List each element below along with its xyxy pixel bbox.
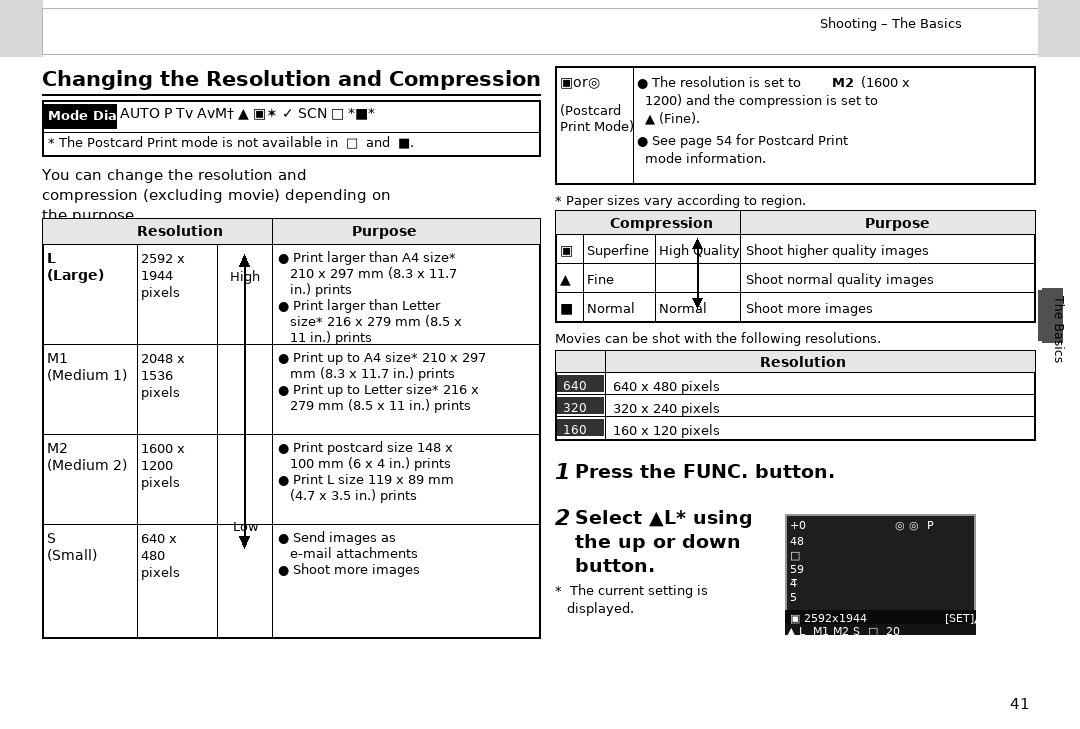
- Text: The Basics: The Basics: [1051, 295, 1064, 362]
